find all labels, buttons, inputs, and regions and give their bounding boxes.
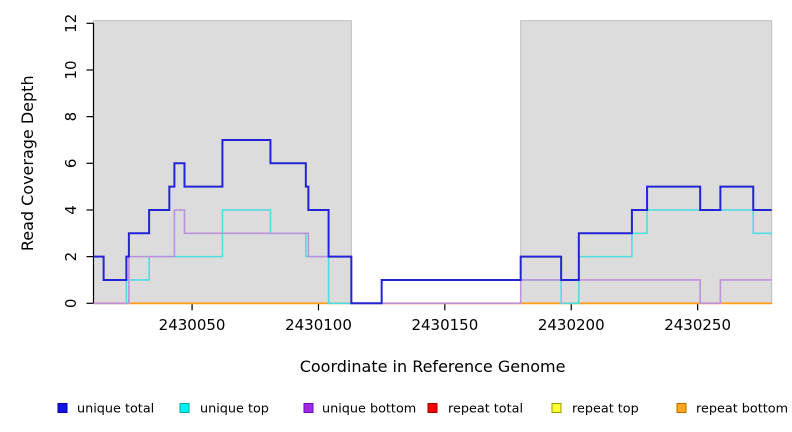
legend-marker	[427, 403, 438, 413]
legend-item-unique-bottom: unique bottom	[303, 402, 416, 417]
legend-label: unique bottom	[322, 402, 416, 417]
y-axis-title: Read Coverage Depth	[18, 75, 37, 251]
series-unique-total	[93, 138, 772, 305]
legend-marker	[57, 403, 68, 413]
x-tick-label: 2430150	[411, 316, 478, 334]
x-tick-label: 2430050	[159, 316, 226, 334]
y-tick-label: 12	[62, 14, 80, 33]
legend-label: repeat bottom	[696, 402, 788, 417]
y-tick-label: 10	[62, 60, 80, 79]
legend-label: unique top	[200, 402, 269, 417]
tick-labels: 2430050 2430100 2430150 2430200 2430250 0 2 4 6 8…	[62, 14, 731, 334]
repeat-region	[520, 20, 773, 304]
x-tick-label: 2430250	[664, 316, 731, 334]
series-lines	[93, 138, 772, 305]
x-tick-label: 2430200	[538, 316, 605, 334]
legend-marker	[179, 403, 190, 413]
legend-label: repeat total	[448, 402, 523, 417]
legend-marker	[551, 403, 562, 413]
legend-marker	[676, 403, 687, 413]
y-tick-label: 6	[62, 159, 80, 169]
legend-item-unique-total: unique total	[57, 402, 154, 417]
y-tick-label: 8	[62, 112, 80, 122]
legend-label: repeat top	[572, 402, 639, 417]
shaded-repeat-regions	[93, 20, 773, 304]
legend-marker	[303, 403, 314, 413]
x-tick-label: 2430100	[285, 316, 352, 334]
y-tick-label: 2	[62, 252, 80, 262]
legend-item-unique-top: unique top	[179, 402, 269, 417]
x-axis-title: Coordinate in Reference Genome	[300, 357, 566, 376]
legend: unique total unique top unique bottom repea…	[57, 402, 788, 417]
legend-item-repeat-total: repeat total	[427, 402, 523, 417]
y-tick-label: 4	[62, 205, 80, 215]
legend-item-repeat-bottom: repeat bottom	[676, 402, 788, 417]
legend-label: unique total	[77, 402, 154, 417]
y-tick-label: 0	[62, 299, 80, 309]
legend-item-repeat-top: repeat top	[551, 402, 639, 417]
